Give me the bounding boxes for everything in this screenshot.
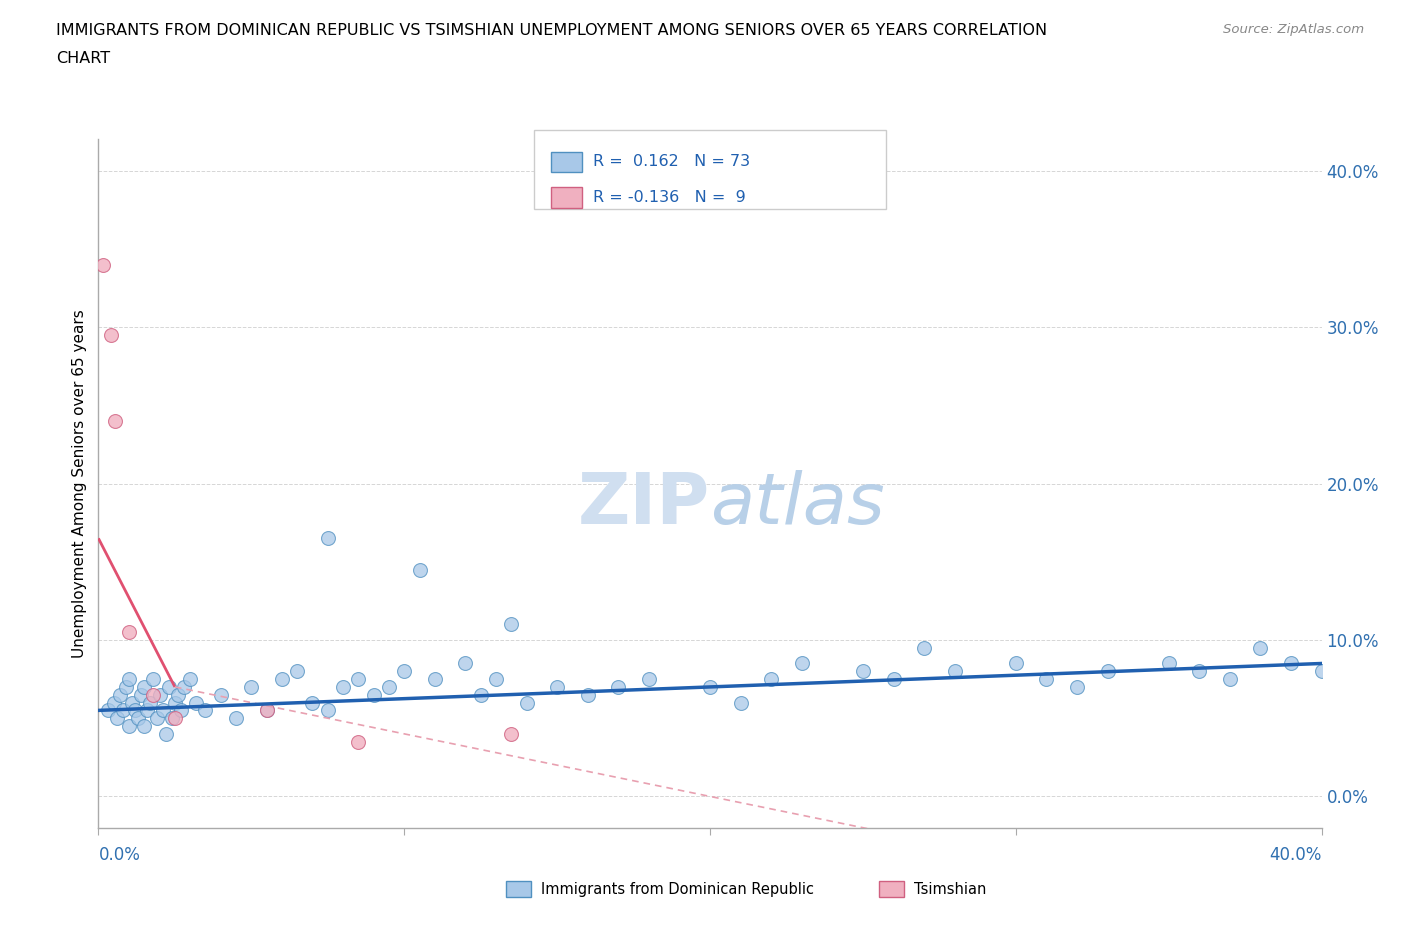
- Point: [209, 687, 232, 702]
- Point: [1310, 664, 1333, 679]
- Text: 0.0%: 0.0%: [98, 846, 141, 864]
- Point: [1004, 656, 1026, 671]
- Point: [883, 671, 905, 686]
- Point: [347, 671, 370, 686]
- Point: [225, 711, 247, 725]
- Point: [546, 680, 568, 695]
- Point: [134, 680, 156, 695]
- Point: [637, 671, 661, 686]
- Point: [139, 695, 162, 710]
- Point: [699, 680, 721, 695]
- Point: [134, 719, 156, 734]
- Point: [129, 687, 152, 702]
- Point: [912, 641, 935, 656]
- Point: [163, 695, 186, 710]
- Point: [157, 680, 180, 695]
- Point: [1279, 656, 1302, 671]
- Point: [1157, 656, 1180, 671]
- Point: [118, 671, 141, 686]
- Point: [163, 711, 186, 725]
- Text: R = -0.136   N =  9: R = -0.136 N = 9: [593, 190, 747, 205]
- Point: [97, 703, 120, 718]
- Point: [285, 664, 308, 679]
- Point: [501, 726, 523, 741]
- Point: [316, 703, 339, 718]
- Point: [270, 671, 294, 686]
- Point: [256, 703, 278, 718]
- Point: [501, 617, 523, 631]
- Text: 40.0%: 40.0%: [1270, 846, 1322, 864]
- Point: [149, 687, 172, 702]
- Point: [155, 726, 177, 741]
- Point: [790, 656, 813, 671]
- Text: Source: ZipAtlas.com: Source: ZipAtlas.com: [1223, 23, 1364, 36]
- Text: ZIP: ZIP: [578, 470, 710, 538]
- Point: [167, 687, 190, 702]
- Text: IMMIGRANTS FROM DOMINICAN REPUBLIC VS TSIMSHIAN UNEMPLOYMENT AMONG SENIORS OVER : IMMIGRANTS FROM DOMINICAN REPUBLIC VS TS…: [56, 23, 1047, 38]
- Point: [378, 680, 401, 695]
- Point: [105, 711, 128, 725]
- Text: CHART: CHART: [56, 51, 110, 66]
- Point: [127, 711, 149, 725]
- Point: [1219, 671, 1241, 686]
- Text: Immigrants from Dominican Republic: Immigrants from Dominican Republic: [541, 882, 814, 897]
- Point: [454, 656, 477, 671]
- Point: [100, 327, 122, 342]
- Point: [470, 687, 492, 702]
- Point: [91, 258, 114, 272]
- Point: [173, 680, 195, 695]
- Point: [142, 687, 165, 702]
- Point: [256, 703, 278, 718]
- Point: [301, 695, 323, 710]
- Point: [186, 695, 208, 710]
- Point: [316, 531, 339, 546]
- Point: [516, 695, 538, 710]
- Point: [347, 735, 370, 750]
- Point: [108, 687, 131, 702]
- Point: [852, 664, 875, 679]
- Point: [576, 687, 599, 702]
- Text: atlas: atlas: [710, 470, 884, 538]
- Point: [408, 562, 430, 577]
- Point: [111, 703, 134, 718]
- Text: Tsimshian: Tsimshian: [914, 882, 986, 897]
- Point: [1035, 671, 1057, 686]
- Y-axis label: Unemployment Among Seniors over 65 years: Unemployment Among Seniors over 65 years: [72, 309, 87, 658]
- Text: R =  0.162   N = 73: R = 0.162 N = 73: [593, 154, 751, 169]
- Point: [124, 703, 146, 718]
- Point: [485, 671, 508, 686]
- Point: [142, 671, 165, 686]
- Point: [607, 680, 630, 695]
- Point: [179, 671, 201, 686]
- Point: [104, 414, 127, 429]
- Point: [1250, 641, 1272, 656]
- Point: [363, 687, 385, 702]
- Point: [730, 695, 752, 710]
- Point: [121, 695, 143, 710]
- Point: [1097, 664, 1119, 679]
- Point: [115, 680, 138, 695]
- Point: [761, 671, 783, 686]
- Point: [170, 703, 193, 718]
- Point: [152, 703, 174, 718]
- Point: [103, 695, 125, 710]
- Point: [332, 680, 354, 695]
- Point: [423, 671, 446, 686]
- Point: [1066, 680, 1088, 695]
- Point: [194, 703, 217, 718]
- Point: [145, 711, 167, 725]
- Point: [392, 664, 416, 679]
- Point: [240, 680, 263, 695]
- Point: [1188, 664, 1211, 679]
- Point: [118, 625, 141, 640]
- Point: [136, 703, 159, 718]
- Point: [118, 719, 141, 734]
- Point: [943, 664, 966, 679]
- Point: [160, 711, 183, 725]
